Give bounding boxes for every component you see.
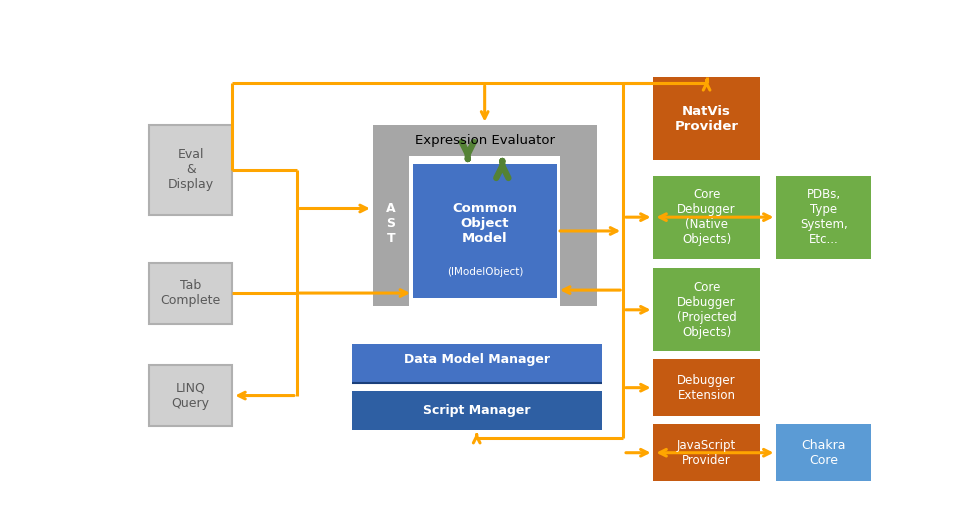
Text: Tab
Complete: Tab Complete [160,279,221,307]
FancyBboxPatch shape [559,156,596,306]
FancyBboxPatch shape [653,77,759,160]
Text: Eval
&
Display: Eval & Display [167,148,213,191]
Text: Script Manager: Script Manager [422,404,530,417]
Text: Core
Debugger
(Projected
Objects): Core Debugger (Projected Objects) [676,281,735,339]
FancyBboxPatch shape [776,424,870,481]
FancyBboxPatch shape [373,156,409,306]
Text: Chakra
Core: Chakra Core [801,439,845,467]
Text: PDBs,
Type
System,
Etc...: PDBs, Type System, Etc... [799,188,847,246]
FancyBboxPatch shape [351,344,601,383]
FancyBboxPatch shape [149,365,232,426]
FancyBboxPatch shape [653,176,759,259]
Text: Data Model Manager: Data Model Manager [403,353,549,366]
FancyBboxPatch shape [149,124,232,215]
Text: (IModelObject): (IModelObject) [446,267,522,278]
Text: Core
Debugger
(Native
Objects): Core Debugger (Native Objects) [677,188,735,246]
Text: JavaScript
Provider: JavaScript Provider [676,439,735,467]
FancyBboxPatch shape [776,176,870,259]
Text: NatVis
Provider: NatVis Provider [674,104,737,133]
FancyBboxPatch shape [149,263,232,324]
FancyBboxPatch shape [373,124,596,156]
Text: Debugger
Extension: Debugger Extension [677,374,735,402]
FancyBboxPatch shape [653,424,759,481]
FancyBboxPatch shape [653,268,759,351]
Text: LINQ
Query: LINQ Query [171,381,209,410]
Text: A
S
T: A S T [385,202,395,245]
FancyBboxPatch shape [653,359,759,416]
FancyBboxPatch shape [413,164,556,298]
FancyBboxPatch shape [351,391,601,430]
Text: Common
Object
Model: Common Object Model [452,202,517,245]
Text: Expression Evaluator: Expression Evaluator [415,134,555,147]
